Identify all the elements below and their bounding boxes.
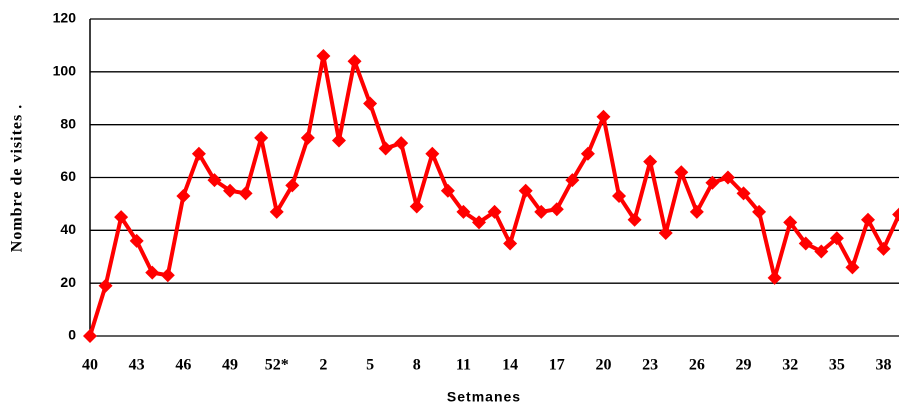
marker	[798, 236, 813, 251]
marker	[223, 183, 238, 198]
marker	[425, 146, 440, 161]
marker	[705, 175, 720, 190]
x-tick-label: 20	[595, 357, 611, 374]
marker	[472, 215, 486, 230]
x-tick-label: 14	[502, 357, 518, 374]
marker	[892, 207, 899, 222]
marker	[269, 204, 284, 219]
marker	[503, 236, 518, 251]
marker	[845, 260, 860, 275]
marker	[160, 268, 175, 283]
marker	[767, 270, 782, 285]
x-tick-label: 11	[456, 357, 471, 374]
x-tick-label: 23	[642, 357, 658, 374]
y-tick-label: 120	[53, 10, 77, 26]
y-axis-label: Nombre de visites .	[9, 104, 26, 252]
x-tick-label: 32	[782, 357, 798, 374]
marker	[176, 188, 191, 203]
plot	[83, 48, 899, 343]
x-tick-label: 8	[413, 357, 421, 374]
y-tick-label: 100	[53, 63, 77, 79]
y-tick-label: 80	[60, 115, 76, 131]
x-tick-label: 35	[829, 357, 845, 374]
x-tick-label: 46	[175, 357, 191, 374]
x-tick-label: 49	[222, 357, 238, 374]
marker	[518, 183, 533, 198]
marker	[114, 210, 129, 225]
marker	[129, 233, 144, 248]
x-tick-label: 17	[549, 357, 565, 374]
marker	[363, 96, 378, 111]
x-tick-label: 40	[82, 357, 98, 374]
line	[88, 53, 899, 337]
marker	[316, 48, 331, 63]
y-tick-label: 40	[60, 221, 76, 237]
marker	[191, 146, 206, 161]
marker	[145, 265, 160, 280]
marker	[238, 186, 253, 201]
marker	[456, 204, 471, 219]
marker	[83, 329, 97, 343]
marker	[440, 183, 455, 198]
marker	[783, 215, 798, 230]
marker	[674, 165, 689, 180]
marker	[580, 146, 595, 161]
marker	[549, 202, 564, 217]
marker	[736, 186, 751, 201]
marker	[876, 241, 891, 256]
y-tick-label: 20	[60, 274, 76, 290]
x-axis-label: Setmanes	[447, 389, 521, 405]
marker	[627, 212, 642, 227]
marker	[829, 231, 844, 246]
marker	[565, 173, 580, 188]
marker	[658, 225, 673, 240]
marker	[254, 130, 269, 145]
marker	[596, 109, 611, 124]
marker	[612, 188, 627, 203]
marker	[752, 204, 767, 219]
marker	[285, 178, 300, 193]
x-tick-label: 5	[366, 357, 374, 374]
x-tick-label: 38	[876, 357, 892, 374]
marker	[689, 204, 704, 219]
marker	[378, 141, 393, 156]
marker	[814, 244, 829, 259]
x-tick-label: 43	[129, 357, 145, 374]
x-tick-label: 26	[689, 357, 705, 374]
marker	[300, 130, 315, 145]
marker	[643, 154, 658, 169]
marker	[331, 133, 346, 148]
marker	[98, 278, 113, 293]
x-tick-label: 52*	[265, 357, 289, 374]
marker	[487, 204, 502, 219]
y-tick-label: 60	[60, 168, 76, 184]
marker	[861, 212, 875, 227]
marker	[394, 136, 409, 151]
marker	[347, 54, 362, 69]
y-tick-label: 0	[68, 327, 76, 343]
marker	[720, 170, 735, 185]
marker	[534, 204, 549, 219]
x-tick-label: 29	[736, 357, 752, 374]
marker	[207, 173, 222, 188]
x-tick-label: 2	[319, 357, 327, 374]
marker	[409, 199, 424, 214]
